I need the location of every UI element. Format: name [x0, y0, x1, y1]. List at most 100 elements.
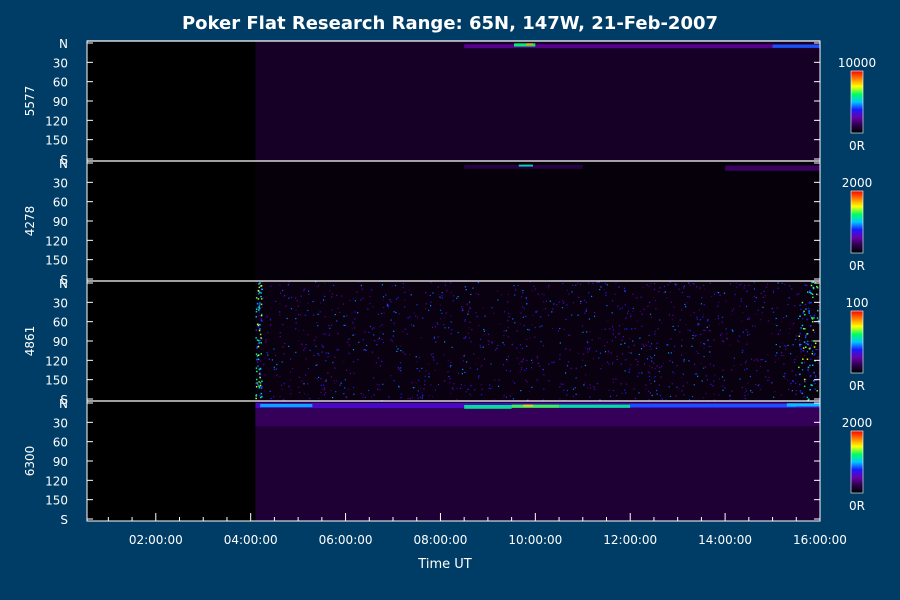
noise-point	[257, 383, 259, 386]
noise-point	[686, 302, 688, 304]
noise-point	[488, 387, 490, 390]
noise-point	[567, 289, 569, 291]
noise-point	[373, 327, 375, 329]
noise-point	[298, 376, 301, 378]
noise-point	[519, 344, 521, 346]
noise-point	[816, 390, 818, 392]
noise-point	[378, 384, 380, 386]
noise-point	[559, 342, 561, 344]
noise-point	[483, 330, 485, 332]
noise-point	[548, 380, 550, 382]
noise-point	[788, 332, 790, 334]
noise-point	[570, 367, 572, 369]
noise-point	[470, 293, 472, 296]
noise-point	[270, 285, 272, 287]
noise-point	[739, 378, 741, 380]
noise-point	[474, 389, 476, 391]
noise-point	[637, 361, 639, 363]
noise-point	[707, 319, 709, 321]
noise-point	[624, 290, 626, 292]
noise-point	[805, 334, 807, 337]
noise-point	[481, 365, 483, 367]
noise-point	[525, 379, 527, 381]
noise-point	[654, 354, 656, 356]
noise-point	[681, 345, 683, 347]
noise-point	[703, 313, 705, 315]
colorbar-max-label: 2000	[842, 176, 873, 190]
noise-point	[464, 337, 466, 339]
noise-point	[575, 377, 577, 379]
noise-point	[476, 315, 478, 318]
noise-point	[601, 328, 603, 331]
noise-point	[342, 303, 344, 305]
noise-point	[513, 285, 515, 287]
noise-point	[333, 284, 335, 286]
noise-point	[627, 310, 629, 312]
noise-point	[290, 389, 292, 391]
noise-point	[707, 319, 709, 321]
noise-point	[467, 310, 470, 312]
noise-point	[805, 336, 807, 338]
noise-point	[304, 347, 306, 349]
noise-point	[451, 387, 453, 389]
noise-point	[354, 300, 356, 302]
colorbar	[850, 310, 864, 374]
noise-point	[587, 282, 590, 284]
noise-point	[543, 374, 545, 376]
noise-point	[531, 324, 533, 326]
noise-point	[438, 294, 440, 296]
noise-point	[332, 361, 334, 363]
noise-point	[813, 317, 815, 319]
noise-point	[776, 352, 778, 354]
noise-point	[560, 383, 562, 385]
noise-point	[404, 291, 406, 293]
noise-point	[542, 369, 544, 371]
noise-point	[706, 326, 708, 328]
noise-point	[526, 303, 528, 305]
noise-point	[712, 385, 714, 387]
noise-point	[678, 388, 680, 390]
noise-point	[303, 289, 305, 291]
noise-point	[416, 304, 418, 306]
noise-point	[809, 375, 812, 377]
noise-point	[818, 344, 820, 346]
noise-point	[424, 375, 426, 377]
noise-point	[676, 365, 678, 367]
noise-point	[717, 315, 719, 317]
noise-point	[290, 393, 292, 395]
noise-point	[798, 366, 800, 369]
noise-point	[624, 342, 626, 344]
noise-point	[669, 360, 671, 362]
noise-point	[283, 399, 285, 401]
noise-point	[559, 327, 561, 330]
noise-point	[316, 322, 318, 324]
noise-point	[529, 281, 531, 283]
noise-point	[670, 352, 672, 354]
noise-point	[354, 327, 356, 329]
noise-point	[259, 323, 261, 326]
noise-point	[381, 338, 383, 341]
noise-point	[654, 368, 656, 370]
noise-point	[600, 286, 602, 288]
noise-point	[677, 325, 679, 327]
noise-point	[325, 379, 327, 381]
noise-point	[760, 359, 762, 361]
y-tick-label: 90	[53, 455, 68, 469]
noise-point	[764, 295, 766, 297]
emission-band	[511, 404, 560, 408]
noise-point	[695, 334, 697, 336]
noise-point	[260, 392, 263, 395]
noise-point	[720, 337, 723, 339]
noise-point	[537, 362, 540, 365]
x-tick-label: 14:00:00	[698, 533, 752, 547]
noise-point	[803, 385, 806, 388]
noise-point	[792, 380, 794, 382]
noise-point	[496, 347, 498, 349]
noise-point	[527, 399, 530, 401]
x-tick-label: 16:00:00	[793, 533, 847, 547]
noise-point	[781, 320, 783, 323]
noise-point	[266, 316, 268, 318]
noise-point	[747, 331, 749, 333]
x-tick-label: 02:00:00	[129, 533, 183, 547]
